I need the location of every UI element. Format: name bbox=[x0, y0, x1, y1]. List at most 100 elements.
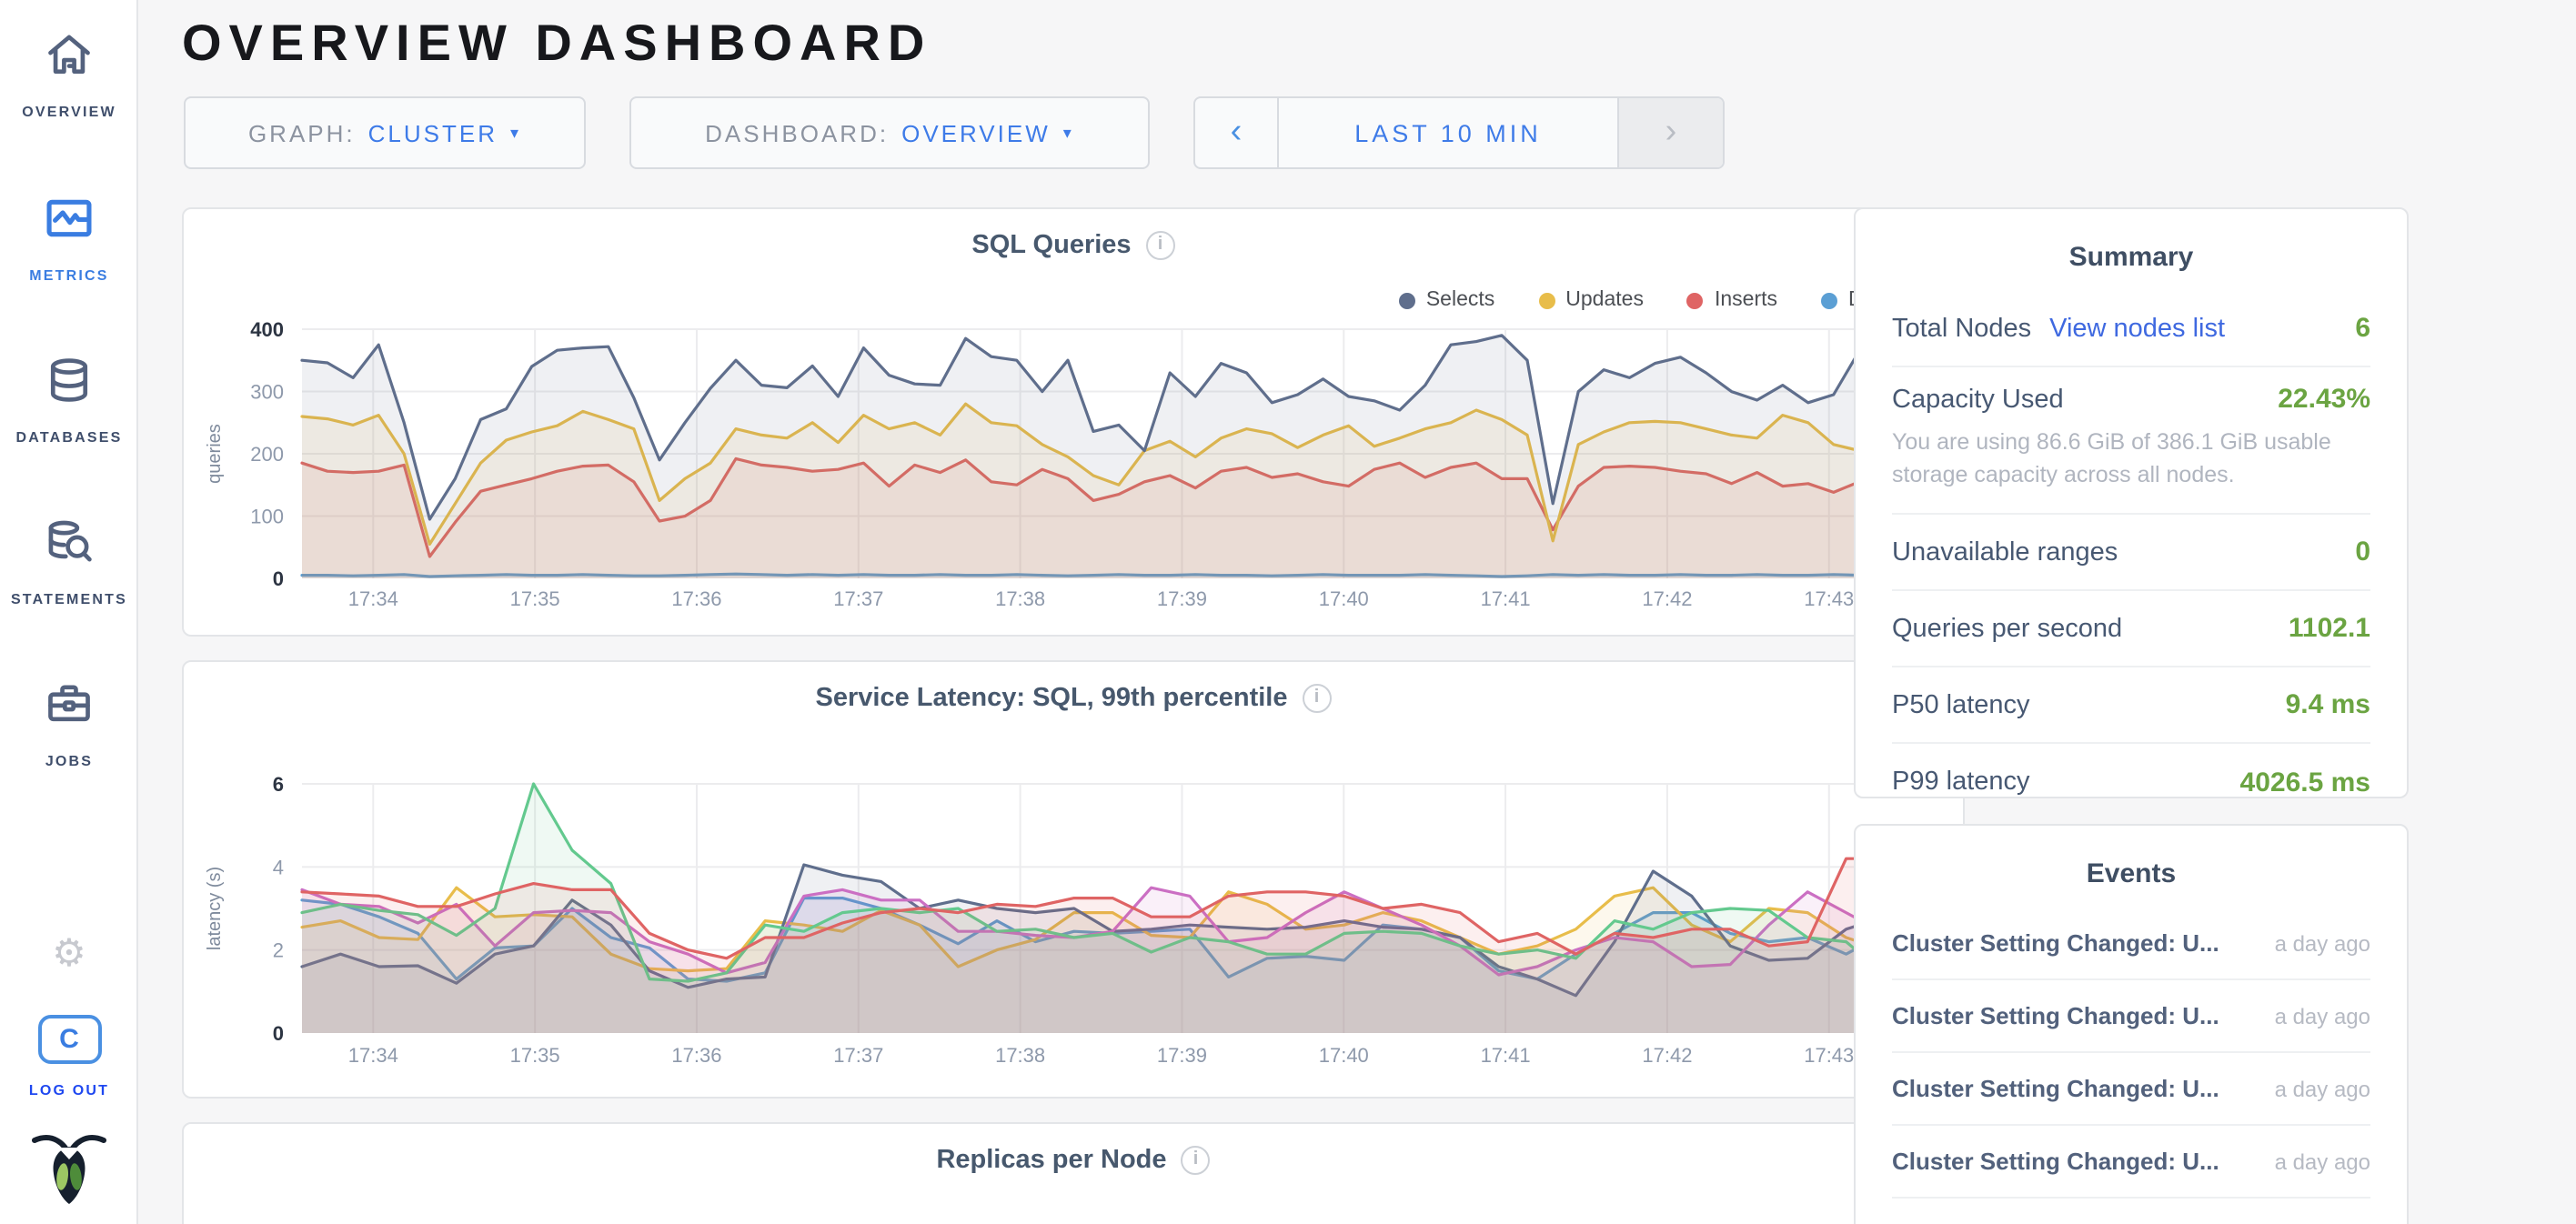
svg-text:400: 400 bbox=[250, 318, 284, 341]
summary-row-label: Capacity Used bbox=[1892, 385, 2064, 414]
event-row: Cluster Setting Changed: U... a day ago bbox=[1892, 1199, 2370, 1224]
event-time: a day ago bbox=[2274, 1076, 2370, 1101]
summary-row-unavailable-ranges: Unavailable ranges 0 bbox=[1892, 516, 2370, 592]
svg-text:300: 300 bbox=[250, 381, 284, 404]
svg-text:17:42: 17:42 bbox=[1642, 587, 1692, 610]
legend-label: Inserts bbox=[1714, 289, 1777, 311]
info-icon[interactable]: i bbox=[1145, 231, 1175, 260]
graph-dropdown[interactable]: GRAPH: CLUSTER ▾ bbox=[184, 96, 586, 169]
service-latency-chart-card: 0 2 4 6 17:34 17:35 17:36 17:37 17:38 17:39 17:40 1… bbox=[182, 660, 1965, 1099]
svg-text:0: 0 bbox=[273, 1022, 284, 1045]
graph-dropdown-label: GRAPH: bbox=[247, 119, 356, 146]
time-next-button[interactable]: › bbox=[1617, 98, 1723, 167]
event-time: a day ago bbox=[2274, 930, 2370, 956]
events-title: Events bbox=[2086, 858, 2177, 889]
service-latency-chart: 0 2 4 6 17:34 17:35 17:36 17:37 17:38 17:39 17:40 1… bbox=[205, 773, 1887, 1067]
sql-queries-chart: 0 100 200 300 400 17:34 17:35 17:36 17:37 17:38 17… bbox=[205, 318, 1887, 610]
event-row: Cluster Setting Changed: U... a day ago bbox=[1892, 980, 2370, 1053]
event-title[interactable]: Cluster Setting Changed: U... bbox=[1892, 1002, 2219, 1029]
svg-text:0: 0 bbox=[273, 567, 284, 590]
summary-row-value: 1102.1 bbox=[2288, 613, 2370, 645]
svg-text:17:43: 17:43 bbox=[1804, 1044, 1854, 1067]
briefcase-icon bbox=[0, 678, 138, 733]
page-title: OVERVIEW DASHBOARD bbox=[182, 15, 932, 71]
event-title[interactable]: Cluster Setting Changed: U... bbox=[1892, 1148, 2219, 1175]
event-title[interactable]: Cluster Setting Changed: U... bbox=[1892, 929, 2219, 957]
legend-item-selects[interactable]: Selects bbox=[1398, 289, 1494, 311]
summary-row-value: 4026.5 ms bbox=[2239, 767, 2370, 798]
sidebar-item-logout[interactable]: C LOG OUT bbox=[0, 1015, 138, 1104]
summary-row-value: 22.43% bbox=[2278, 384, 2370, 415]
svg-text:17:40: 17:40 bbox=[1319, 587, 1369, 610]
sidebar: OVERVIEW METRICS DATABASES bbox=[0, 0, 138, 1224]
metrics-icon bbox=[0, 193, 138, 247]
summary-row-total-nodes: Total Nodes View nodes list 6 bbox=[1892, 291, 2370, 367]
svg-text:17:34: 17:34 bbox=[348, 587, 398, 610]
cockroach-c-badge: C bbox=[37, 1015, 101, 1064]
svg-text:4: 4 bbox=[273, 856, 284, 878]
legend-item-inserts[interactable]: Inserts bbox=[1686, 289, 1777, 311]
svg-text:17:37: 17:37 bbox=[833, 1044, 883, 1067]
gear-icon[interactable]: ⚙ bbox=[52, 933, 86, 975]
svg-text:200: 200 bbox=[250, 443, 284, 466]
info-icon[interactable]: i bbox=[1302, 684, 1332, 713]
selects-dot-icon bbox=[1398, 292, 1415, 308]
chart-title: Replicas per Node bbox=[936, 1146, 1167, 1175]
summary-row-label: Total Nodes bbox=[1892, 314, 2032, 343]
summary-row-p99: P99 latency 4026.5 ms bbox=[1892, 745, 2370, 821]
chart-title: Service Latency: SQL, 99th percentile bbox=[815, 684, 1288, 713]
svg-text:100: 100 bbox=[250, 506, 284, 528]
time-range-selector: ‹ LAST 10 MIN › bbox=[1193, 96, 1725, 169]
info-icon[interactable]: i bbox=[1181, 1146, 1211, 1175]
event-time: a day ago bbox=[2275, 1221, 2370, 1224]
dashboard-dropdown-label: DASHBOARD: bbox=[705, 119, 890, 146]
database-icon bbox=[0, 355, 138, 409]
svg-text:17:39: 17:39 bbox=[1157, 587, 1207, 610]
svg-text:17:36: 17:36 bbox=[671, 587, 721, 610]
summary-row-p50: P50 latency 9.4 ms bbox=[1892, 668, 2370, 745]
sidebar-item-overview[interactable]: OVERVIEW bbox=[0, 29, 138, 125]
sidebar-item-label: STATEMENTS bbox=[10, 591, 128, 607]
replicas-per-node-chart-card: 1.6k Replicas per Node i bbox=[182, 1122, 1965, 1224]
sidebar-item-statements[interactable]: STATEMENTS bbox=[0, 517, 138, 613]
updates-dot-icon bbox=[1538, 292, 1555, 308]
summary-row-capacity: Capacity Used 22.43% You are using 86.6 … bbox=[1892, 367, 2370, 516]
event-time: a day ago bbox=[2274, 1149, 2370, 1174]
time-range-value[interactable]: LAST 10 MIN bbox=[1354, 119, 1542, 146]
summary-row-label: Unavailable ranges bbox=[1892, 537, 2118, 567]
dashboard-dropdown-value: OVERVIEW bbox=[901, 119, 1051, 146]
event-title[interactable]: Cluster Setting Changed: U... bbox=[1892, 1075, 2219, 1102]
view-nodes-list-link[interactable]: View nodes list bbox=[2049, 314, 2226, 343]
sidebar-item-databases[interactable]: DATABASES bbox=[0, 355, 138, 451]
sidebar-item-metrics[interactable]: METRICS bbox=[0, 193, 138, 289]
statements-icon bbox=[0, 517, 138, 571]
svg-text:17:36: 17:36 bbox=[671, 1044, 721, 1067]
svg-text:17:41: 17:41 bbox=[1481, 587, 1531, 610]
sql-queries-chart-card: 0 100 200 300 400 17:34 17:35 17:36 17:37 17:38 17… bbox=[182, 207, 1965, 637]
svg-text:17:35: 17:35 bbox=[510, 587, 560, 610]
chart-legend: Selects Updates Inserts Deletes bbox=[1398, 289, 1919, 311]
chevron-down-icon: ▾ bbox=[510, 124, 522, 142]
dashboard-dropdown[interactable]: DASHBOARD: OVERVIEW ▾ bbox=[629, 96, 1150, 169]
sidebar-item-label: METRICS bbox=[29, 267, 109, 284]
home-icon bbox=[0, 29, 138, 84]
event-row: Cluster Setting Changed: U... a day ago bbox=[1892, 1053, 2370, 1126]
svg-text:17:40: 17:40 bbox=[1319, 1044, 1369, 1067]
time-prev-button[interactable]: ‹ bbox=[1195, 98, 1279, 167]
events-panel: Events Cluster Setting Changed: U... a d… bbox=[1854, 824, 2409, 1224]
event-row: Cluster Setting Changed: U... a day ago bbox=[1892, 1126, 2370, 1199]
summary-title: Summary bbox=[2068, 242, 2194, 273]
legend-item-updates[interactable]: Updates bbox=[1538, 289, 1644, 311]
svg-text:17:39: 17:39 bbox=[1157, 1044, 1207, 1067]
svg-text:2: 2 bbox=[273, 939, 284, 962]
svg-text:17:38: 17:38 bbox=[995, 1044, 1045, 1067]
summary-row-qps: Queries per second 1102.1 bbox=[1892, 592, 2370, 668]
sidebar-item-jobs[interactable]: JOBS bbox=[0, 678, 138, 775]
svg-text:17:35: 17:35 bbox=[510, 1044, 560, 1067]
event-title[interactable]: Cluster Setting Changed: U... bbox=[1892, 1220, 2219, 1224]
graph-dropdown-value: CLUSTER bbox=[367, 119, 498, 146]
svg-text:6: 6 bbox=[273, 773, 284, 796]
summary-row-label: P50 latency bbox=[1892, 690, 2030, 720]
svg-text:17:41: 17:41 bbox=[1481, 1044, 1531, 1067]
